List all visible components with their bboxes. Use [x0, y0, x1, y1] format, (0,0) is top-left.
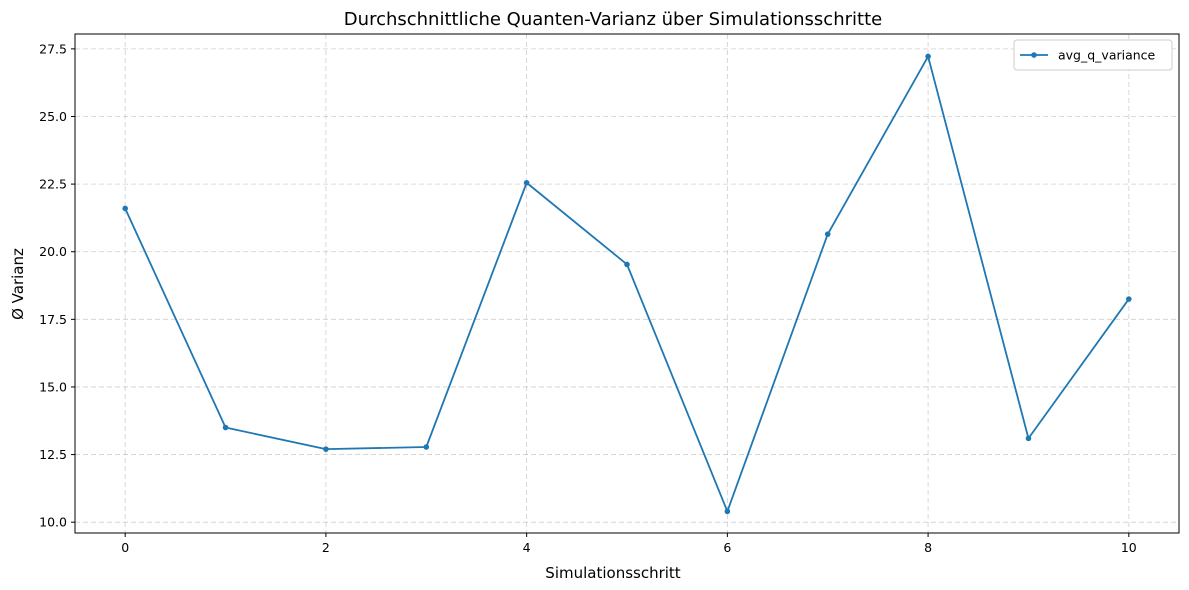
y-tick-label: 20.0 [39, 244, 67, 259]
x-tick-label: 0 [121, 540, 129, 555]
y-tick-label: 12.5 [39, 447, 67, 462]
data-point [1025, 435, 1032, 442]
data-point [323, 446, 329, 452]
y-tick-label: 10.0 [39, 515, 67, 530]
data-point [925, 53, 931, 60]
legend: avg_q_variance [1013, 39, 1173, 71]
x-tick-label: 6 [723, 540, 731, 555]
x-tick-label: 2 [322, 540, 330, 555]
y-tick-label: 22.5 [39, 177, 67, 192]
y-tick-label: 25.0 [39, 109, 67, 124]
chart-title: Durchschnittliche Quanten-Varianz über S… [344, 9, 882, 30]
legend-box [1013, 39, 1173, 71]
data-point [222, 424, 229, 431]
y-tick-label: 15.0 [39, 379, 67, 394]
grid-lines [75, 34, 1179, 533]
data-series [122, 53, 1132, 515]
axis-ticks: 0 2 4 6 8 10 10.0 12.5 15.0 17.5 20.0 22.5 25.0 27.5 [39, 41, 1137, 555]
data-point [423, 444, 430, 450]
x-axis-label: Simulationsschritt [545, 564, 680, 582]
data-point [523, 179, 530, 186]
y-tick-label: 17.5 [39, 312, 67, 327]
data-point [1126, 296, 1132, 302]
legend-label: avg_q_variance [1058, 48, 1156, 63]
y-axis-label: Ø Varianz [9, 248, 27, 320]
y-tick-label: 27.5 [39, 41, 67, 56]
legend-marker-swatch [1031, 52, 1037, 58]
x-tick-label: 10 [1121, 540, 1137, 555]
data-point [122, 205, 128, 212]
x-tick-label: 4 [523, 540, 531, 555]
x-tick-label: 8 [924, 540, 932, 555]
data-point [724, 508, 731, 515]
data-point [624, 261, 630, 268]
plot-area-frame [74, 33, 1180, 534]
data-point [824, 231, 831, 237]
